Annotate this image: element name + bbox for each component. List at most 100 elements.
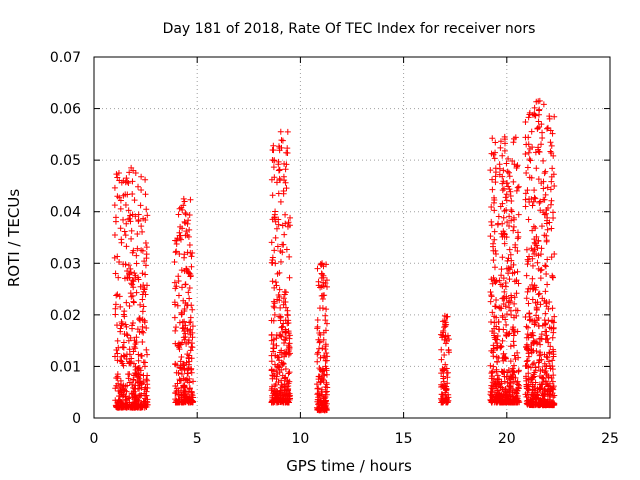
data-point (116, 384, 123, 391)
data-point (509, 270, 516, 277)
data-point (138, 353, 145, 360)
data-point (438, 356, 445, 363)
data-point (131, 343, 138, 350)
plot-frame (93, 56, 611, 419)
data-point (510, 139, 517, 146)
data-point (503, 160, 510, 167)
data-point (542, 368, 549, 375)
data-point (506, 223, 513, 230)
data-point (493, 314, 500, 321)
data-point (323, 371, 330, 378)
data-point (505, 155, 512, 162)
data-point (491, 207, 498, 214)
data-point (524, 187, 531, 194)
data-point (186, 385, 193, 392)
data-point (529, 398, 536, 405)
data-point (129, 178, 136, 185)
data-point (111, 254, 118, 261)
data-point (548, 173, 555, 180)
data-point (286, 344, 293, 351)
data-point (188, 340, 195, 347)
data-point (281, 177, 288, 184)
data-point (171, 258, 178, 265)
data-point (509, 371, 516, 378)
data-point (268, 358, 275, 365)
data-point (178, 354, 185, 361)
data-point (490, 274, 497, 281)
data-point (513, 290, 520, 297)
data-point (510, 362, 517, 369)
data-point (135, 217, 142, 224)
data-point (120, 344, 127, 351)
data-point (137, 301, 144, 308)
data-point (284, 312, 291, 319)
data-point (281, 340, 288, 347)
data-point (548, 225, 555, 232)
data-point (440, 367, 447, 374)
data-point (319, 345, 326, 352)
data-point (126, 394, 133, 401)
data-point (126, 215, 133, 222)
data-point (536, 124, 543, 131)
data-point (491, 155, 498, 162)
data-point (123, 220, 130, 227)
data-point (123, 175, 130, 182)
data-point (278, 377, 285, 384)
data-point (490, 342, 497, 349)
data-point (522, 190, 529, 197)
data-point (120, 192, 127, 199)
data-point (531, 110, 538, 117)
data-point (523, 323, 530, 330)
data-point (525, 324, 532, 331)
data-point (281, 231, 288, 238)
data-point (138, 223, 145, 230)
data-point (117, 225, 124, 232)
data-point (510, 223, 517, 230)
data-point (514, 378, 521, 385)
data-point (535, 118, 542, 125)
data-point (509, 393, 516, 400)
data-point (127, 290, 134, 297)
data-point (531, 236, 538, 243)
data-point (491, 264, 498, 271)
data-point (505, 169, 512, 176)
data-point (489, 368, 496, 375)
data-point (498, 380, 505, 387)
data-point (487, 289, 494, 296)
data-point (503, 191, 510, 198)
data-point (545, 358, 552, 365)
data-point (184, 267, 191, 274)
data-point (528, 402, 535, 409)
data-point (275, 161, 282, 168)
data-point (136, 316, 143, 323)
data-point (522, 203, 529, 210)
data-point (187, 366, 194, 373)
data-point (536, 290, 543, 297)
data-point (174, 302, 181, 309)
data-point (535, 238, 542, 245)
data-point (488, 375, 495, 382)
data-point (541, 391, 548, 398)
data-point (504, 168, 511, 175)
data-point (542, 402, 549, 409)
data-point (549, 130, 556, 137)
data-point (315, 390, 322, 397)
data-point (498, 343, 505, 350)
data-point (123, 243, 130, 250)
data-point (524, 261, 531, 268)
data-point (268, 332, 275, 339)
data-point (440, 392, 447, 399)
data-point (444, 337, 451, 344)
data-point (537, 251, 544, 258)
data-point (143, 376, 150, 383)
data-point (528, 347, 535, 354)
data-point (539, 135, 546, 142)
data-point (179, 319, 186, 326)
data-point (515, 354, 522, 361)
data-point (540, 101, 547, 108)
data-point (323, 320, 330, 327)
data-point (128, 235, 135, 242)
data-point (118, 239, 125, 246)
data-point (542, 378, 549, 385)
data-point (545, 339, 552, 346)
